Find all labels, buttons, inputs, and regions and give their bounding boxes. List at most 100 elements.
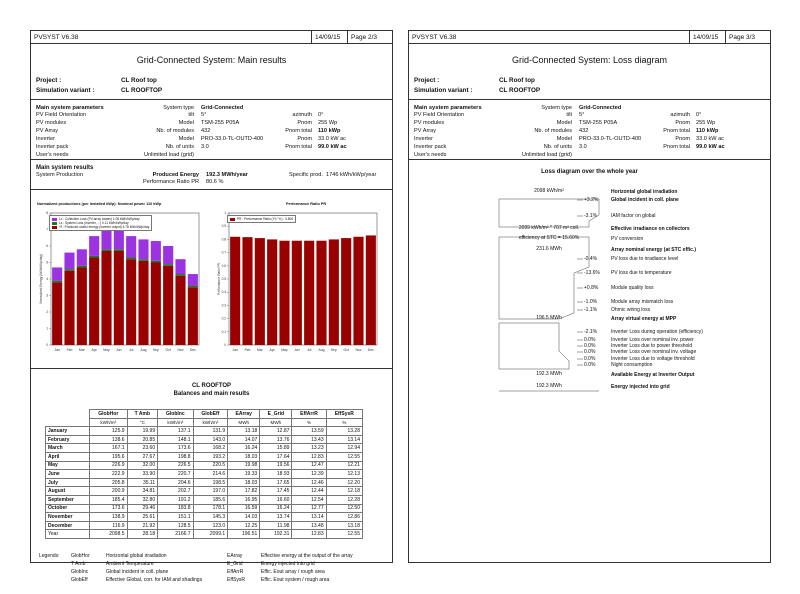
table-year-row: Year 2098.5 28.18 2166.7 2099.1 196.51 192.31 1…: [45, 529, 364, 539]
y-tick-label: 1: [224, 211, 226, 215]
param-value: 110 kWp: [696, 128, 719, 134]
y-tick-label: 0: [46, 343, 48, 347]
param-key: Model: [178, 136, 194, 142]
table-cell: 222.9: [89, 469, 128, 479]
row-month: October: [45, 503, 90, 514]
column-unit: MWh: [259, 417, 293, 428]
x-tick-label: Jan: [54, 348, 60, 352]
table-cell: 125.9: [89, 426, 128, 436]
table-row: July 205.8 35.11 204.6 198.5 18.03 17.65 12.46 1…: [45, 477, 364, 488]
row-month: June: [45, 469, 90, 479]
legend-text: Ls : System Loss (inverter, ...) 0.11 kW…: [59, 221, 129, 225]
table-row: March 167.1 23.60 173.6 168.2 16.24 15.89 13.23…: [45, 443, 364, 453]
table-row: August 200.9 34.81 202.7 197.0 17.82 17.45 12.4…: [45, 486, 364, 496]
row-month: September: [45, 494, 90, 505]
bar-series2: [163, 246, 174, 265]
variant-name: CL ROOFTOP: [499, 87, 541, 94]
legend-desc: Horizontal global irradiation: [106, 553, 167, 559]
table-cell: 16.24: [259, 503, 293, 514]
x-tick-label: Aug: [318, 348, 324, 352]
legend-desc: Effic. Eout array / rough area: [261, 569, 325, 575]
table-cell: 195.6: [89, 451, 128, 462]
bar-main: [150, 262, 161, 345]
bar-series1: [113, 249, 124, 251]
table-cell: 13.28: [325, 426, 364, 436]
project-label: Project :: [36, 77, 62, 84]
system-type-value: Grid-Connected: [201, 105, 244, 111]
table-cell: 14.07: [227, 434, 261, 445]
bar-main: [254, 238, 265, 345]
diagram-percent: 0.0%: [584, 337, 596, 343]
y-tick-label: 0.9: [222, 224, 227, 228]
param-value: 5°: [201, 112, 207, 118]
bar-series1: [150, 260, 161, 263]
param-name: Inverter: [36, 136, 55, 142]
table-cell: 13.14: [325, 434, 364, 445]
table-cell: 138.6: [89, 434, 128, 445]
x-tick-label: Sep: [153, 348, 159, 352]
table-cell: 35.11: [126, 477, 159, 488]
param-key: Pnom: [297, 120, 312, 126]
bar-main: [267, 239, 278, 345]
table-cell: 191.2: [157, 494, 194, 505]
param-value: 5°: [579, 112, 585, 118]
diagram-percent: 0.0%: [584, 362, 596, 368]
table-cell: 12.55: [325, 529, 364, 539]
specific-prod-label: Specific prod.: [289, 172, 323, 178]
legend-key: EffSysR: [227, 577, 245, 583]
variant-label: Simulation variant :: [414, 87, 473, 94]
table-cell: 12.25: [227, 520, 261, 531]
page-header: PVSYST V6.38 14/09/15 Page 3/3: [409, 31, 770, 44]
legend-entry: PR : Performance Ratio (Yf / Yr) : 0.806: [230, 217, 293, 221]
row-month: January: [45, 426, 90, 436]
bar-series2: [76, 249, 87, 266]
param-value: 0°: [318, 112, 324, 118]
param-key: Pnom: [675, 120, 690, 126]
param-name: PV Field Orientation: [414, 112, 465, 118]
y-tick-label: 8: [46, 211, 48, 215]
param-value: 99.0 kW ac: [696, 144, 725, 150]
param-value: 33.0 kW ac: [318, 136, 346, 142]
produced-energy-label: Produced Energy: [152, 172, 199, 178]
bar-series1: [126, 257, 137, 260]
page-number: Page 3/3: [725, 31, 758, 43]
performance-ratio-chart: 0 0.1 0.2 0.3 0.4 0.5 0.6 0.7 0.8 0.9 1 Performance…: [217, 211, 378, 352]
table-cell: 23.60: [126, 443, 159, 453]
diagram-label: Inverter Loss during operation (efficien…: [611, 329, 703, 335]
bar-main: [242, 237, 253, 345]
y-tick-label: 0.2: [222, 317, 227, 321]
table-row: June 222.9 33.90 220.7 214.6 19.33 18.93 12.39 1…: [45, 469, 364, 479]
legend-desc: Global incident in coll. plane: [106, 569, 169, 575]
params-title: Main system parameters: [414, 105, 482, 111]
table-cell: 202.7: [157, 486, 194, 496]
x-tick-label: Jan: [232, 348, 238, 352]
table-cell: 12.86: [325, 512, 364, 522]
param-value: 432: [201, 128, 211, 134]
bar-main: [230, 236, 241, 345]
divider: [31, 368, 392, 369]
table-row: October 173.6 29.46 183.8 178.1 16.59 16.24 12.…: [45, 503, 364, 514]
legend-key: GlobInc: [71, 569, 89, 575]
row-month: August: [45, 486, 90, 496]
table-cell: 21.92: [126, 520, 159, 531]
y-axis-label: Performance Ratio PR: [217, 262, 221, 295]
table-cell: 33.90: [126, 469, 159, 479]
funnel-top: [498, 198, 600, 228]
param-name: User's needs: [36, 152, 69, 158]
table-cell: 197.0: [192, 486, 229, 496]
x-tick-label: Mar: [79, 348, 86, 352]
table-row: December 116.9 21.92 128.5 123.0 12.25 11.98 13…: [45, 520, 364, 531]
table-cell: 19.99: [126, 426, 159, 436]
bar-main: [89, 257, 100, 345]
param-value: TSM-255 P05A: [579, 120, 618, 126]
param-name: PV modules: [36, 120, 67, 126]
balances-title: CL ROOFTOP: [191, 383, 232, 389]
funnel-middle: [498, 236, 590, 320]
param-key: Pnom: [297, 136, 312, 142]
column-header: E_Grid: [259, 409, 293, 419]
param-value: 432: [579, 128, 589, 134]
table-cell: 13.74: [259, 512, 293, 522]
table-cell: 198.8: [157, 451, 194, 462]
table-cell: 143.0: [192, 434, 229, 445]
table-cell: 12.20: [325, 477, 364, 488]
